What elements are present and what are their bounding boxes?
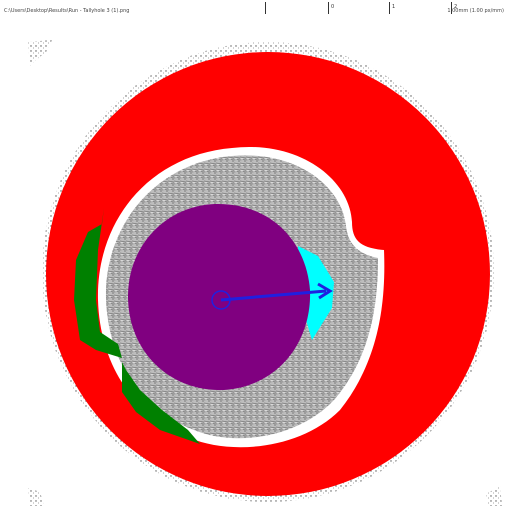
scale-tick xyxy=(389,2,390,14)
inner-lumen-region xyxy=(128,204,311,391)
corner-artifact xyxy=(486,486,502,506)
left-band-region xyxy=(122,362,200,444)
measurement-arrow xyxy=(220,289,327,302)
file-path-label: C:\Users\Desktop\Results\Run - Tallyhole… xyxy=(4,8,130,14)
resolution-label: 1.00mm (1.00 px/mm) xyxy=(447,8,504,14)
image-header-bar: C:\Users\Desktop\Results\Run - Tallyhole… xyxy=(0,0,512,20)
scale-tick xyxy=(451,2,452,14)
scale-tick-label: 1 xyxy=(392,4,396,10)
arrow-head-icon xyxy=(317,282,333,300)
scale-tick xyxy=(328,2,329,14)
left-band-region xyxy=(74,208,122,358)
scale-tick-label: 0 xyxy=(331,4,335,10)
corner-artifact xyxy=(28,40,52,66)
scale-tick xyxy=(265,2,266,14)
scale-tick-label: 2 xyxy=(454,4,458,10)
corner-artifact xyxy=(28,488,44,506)
